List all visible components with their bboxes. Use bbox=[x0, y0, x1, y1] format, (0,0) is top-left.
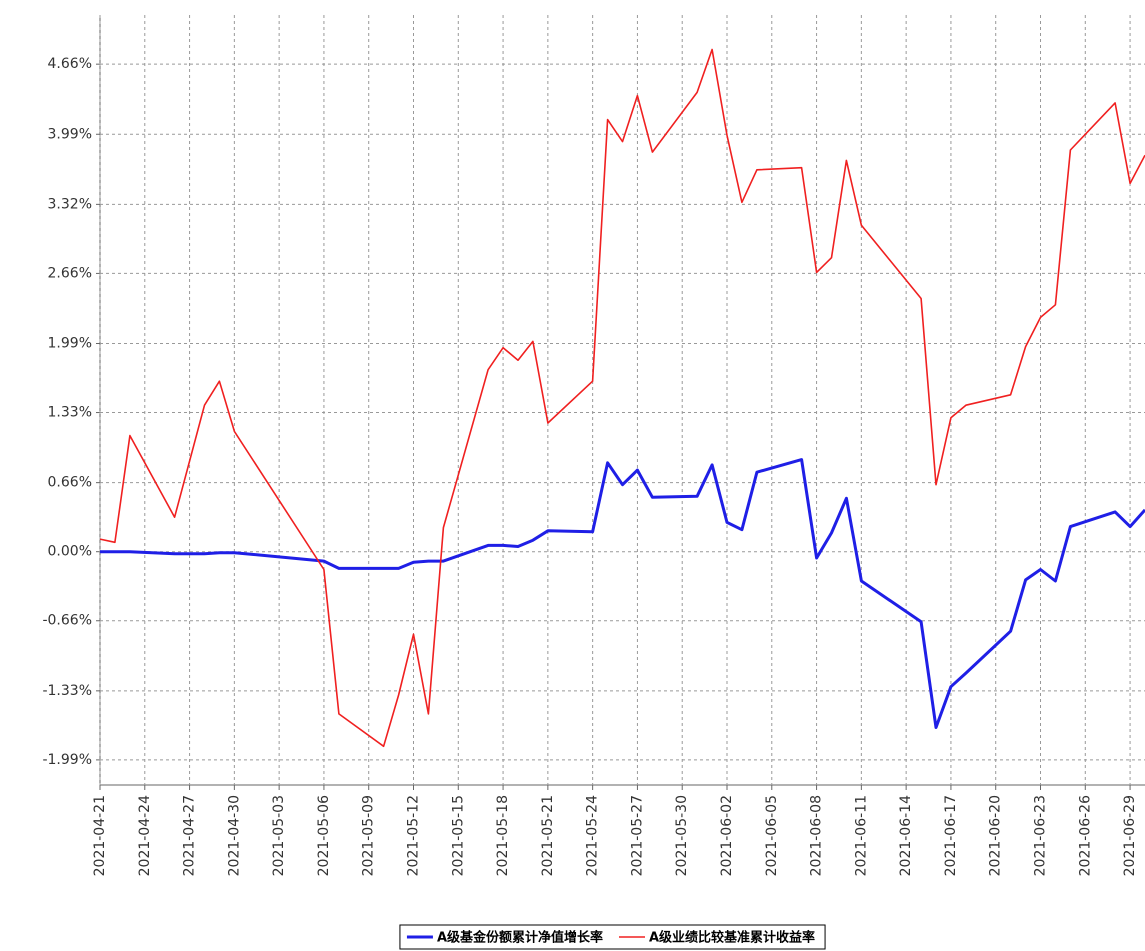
y-tick-label: 3.32% bbox=[48, 196, 92, 212]
y-tick-label: 3.99% bbox=[48, 126, 92, 142]
legend-label: A级业绩比较基准累计收益率 bbox=[649, 930, 815, 946]
x-tick-label: 2021-05-03 bbox=[271, 795, 287, 876]
x-tick-label: 2021-06-02 bbox=[719, 795, 735, 876]
legend-box bbox=[399, 924, 826, 950]
x-tick-label: 2021-06-20 bbox=[988, 795, 1004, 876]
x-tick-label: 2021-04-24 bbox=[137, 795, 153, 876]
x-tick-label: 2021-06-26 bbox=[1077, 795, 1093, 876]
x-tick-label: 2021-04-27 bbox=[182, 795, 198, 876]
x-tick-label: 2021-06-08 bbox=[809, 795, 825, 876]
y-tick-label: -1.33% bbox=[42, 683, 92, 699]
x-tick-label: 2021-05-30 bbox=[674, 795, 690, 876]
x-tick-label: 2021-05-18 bbox=[495, 795, 511, 876]
x-tick-label: 2021-05-06 bbox=[316, 795, 332, 876]
x-tick-label: 2021-06-17 bbox=[943, 795, 959, 876]
y-tick-label: 0.66% bbox=[48, 475, 92, 491]
y-tick-label: 0.00% bbox=[48, 544, 92, 560]
x-tick-label: 2021-06-29 bbox=[1122, 795, 1138, 876]
legend: A级基金份额累计净值增长率 A级业绩比较基准累计收益率 bbox=[399, 924, 826, 950]
x-tick-label: 2021-06-23 bbox=[1033, 795, 1049, 876]
y-tick-label: -1.99% bbox=[42, 752, 92, 768]
legend-label: A级基金份额累计净值增长率 bbox=[437, 930, 603, 946]
x-tick-label: 2021-05-27 bbox=[629, 795, 645, 876]
y-tick-label: 4.66% bbox=[48, 56, 92, 72]
series-line bbox=[99, 48, 1145, 748]
x-tick-label: 2021-05-21 bbox=[540, 795, 556, 876]
series-line bbox=[100, 458, 1145, 729]
y-tick-label: 1.33% bbox=[48, 405, 92, 421]
x-tick-label: 2021-06-14 bbox=[898, 795, 914, 876]
y-tick-label: 2.66% bbox=[48, 265, 92, 281]
x-tick-label: 2021-05-09 bbox=[361, 795, 377, 876]
x-tick-label: 2021-06-11 bbox=[853, 795, 869, 876]
y-tick-label: 1.99% bbox=[48, 336, 92, 352]
x-tick-label: 2021-06-05 bbox=[764, 795, 780, 876]
y-tick-label: -0.66% bbox=[42, 613, 92, 629]
x-tick-label: 2021-05-12 bbox=[406, 795, 422, 876]
x-tick-label: 2021-04-21 bbox=[92, 795, 108, 876]
x-tick-label: 2021-05-24 bbox=[585, 795, 601, 876]
x-tick-label: 2021-05-15 bbox=[450, 795, 466, 876]
x-tick-label: 2021-04-30 bbox=[226, 795, 242, 876]
